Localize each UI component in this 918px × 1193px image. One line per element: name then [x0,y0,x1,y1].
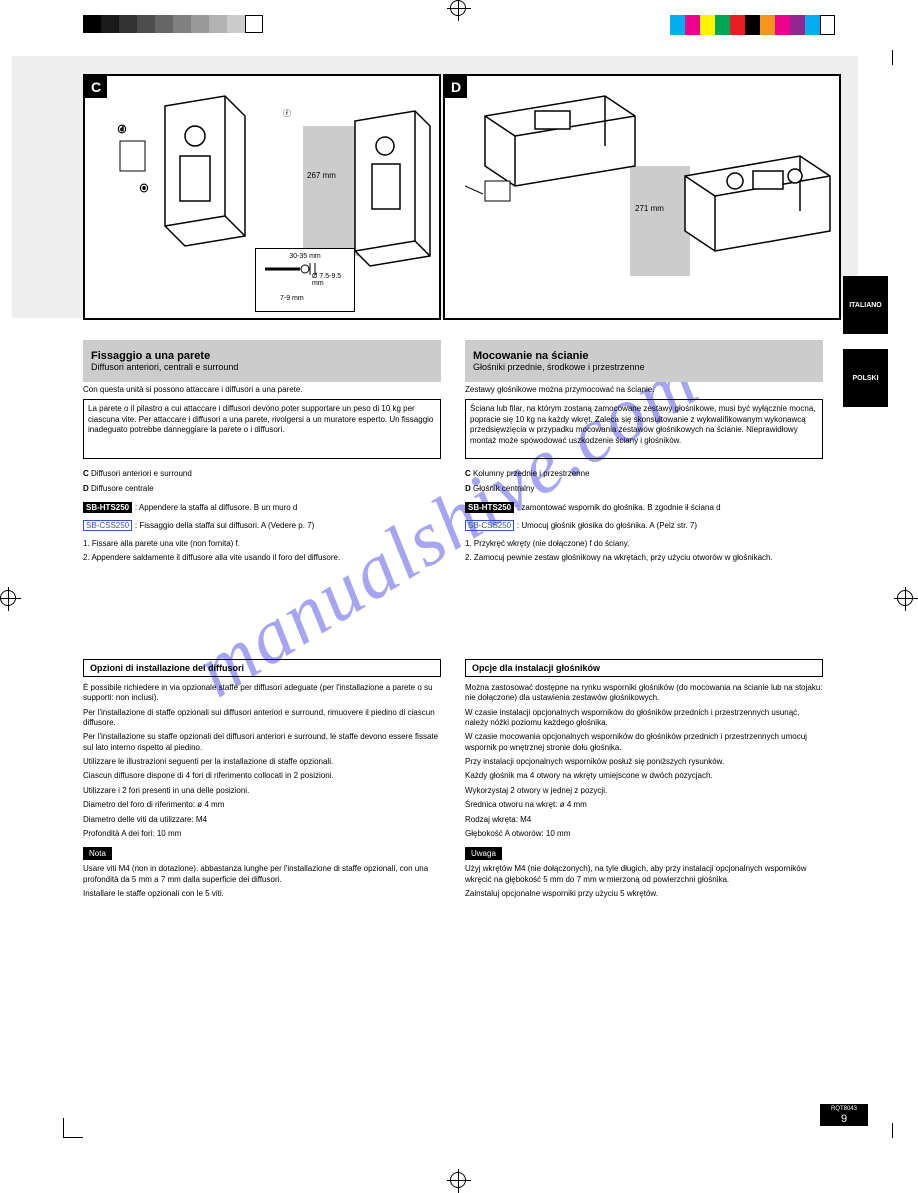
model-label-1: SB-HTS250 [83,502,132,513]
color-calibration-bar [670,15,835,35]
options-text-5: Ciascun diffusore dispone di 4 fori di r… [83,771,441,781]
diagram-d-speaker-right [675,146,840,276]
diagram-d-text-header: Głośnik centralny [473,484,534,493]
registration-mark-left [0,590,16,606]
model-label-2: SB-CSS250 [83,520,132,531]
options-box-header: Opcje dla instalacji głośników [465,659,823,677]
doc-id: RQT8043 [822,1106,866,1113]
options-text-9: Profondità A dei fori: 10 mm [83,829,441,839]
note-label: Nota [83,847,112,860]
options-text: È possibile richiedere in via opzionale … [83,683,441,704]
note-text-1: Użyj wkrętów M4 (nie dołączonych), na ty… [465,864,823,885]
dimension-c: 267 mm [307,171,336,180]
model-1-desc: : Appendere la staffa al diffusore. B un… [135,503,297,512]
options-text-3: W czasie mocowania opcjonalnych wspornik… [465,732,823,753]
model-2-desc: : Umocuj głośnik głosika do głośnika. A … [517,521,697,530]
diagram-c-speaker-right [345,106,440,276]
greyscale-calibration-bar [83,15,263,33]
intro-text: Con questa unità si possono attaccare i … [83,385,441,395]
section-header-polish: Mocowanie na ścianie Głośniki przednie, … [465,340,823,382]
diagram-c: C ⓓ ⓔ [83,74,441,320]
note-text-2: Installare le staffe opzionali con le 5 … [83,889,441,899]
options-text-2: Per l'installazione di staffe opzionali … [83,708,441,729]
diagram-c-text-header: Diffusori anteriori e surround [91,469,192,478]
screw-head-label: 7-9 mm [280,295,304,302]
options-text-8: Diametro delle viti da utilizzare: M4 [83,815,441,825]
options-text-4: Utilizzare le illustrazioni seguenti per… [83,757,441,767]
model-label-2: SB-CSS250 [465,520,514,531]
note-text-2: Zainstaluj opcjonalne wsporniki przy uży… [465,889,823,899]
section-title: Mocowanie na ścianie [473,350,815,362]
page-number-box: RQT8043 9 [820,1104,868,1126]
model-label-1: SB-HTS250 [465,502,514,513]
screw-length-label: 30-35 mm [260,253,350,260]
diagram-c-speaker-left: ⓓ ⓔ [115,86,295,266]
options-text-4: Przy instalacji opcjonalnych wsporników … [465,757,823,767]
step-1: 1. Fissare alla parete una vite (non for… [83,539,441,549]
registration-mark-top [450,0,466,16]
screw-diameter-label: Ø 7.5-9.5 mm [312,273,354,287]
diagram-d-speaker-left [465,86,645,216]
model-1-desc: : zamontować wspornik do głośnika. B zgo… [517,503,721,512]
section-subtitle: Diffusori anteriori, centrali e surround [91,362,433,372]
diagram-c-text-header: Kolumny przednie i przestrzenne [473,469,590,478]
options-text-7: Średnica otworu na wkręt: ø 4 mm [465,800,823,810]
intro-text: Zestawy głośnikowe można przymocować na … [465,385,823,395]
section-subtitle: Głośniki przednie, środkowe i przestrzen… [473,362,815,372]
options-text-3: Per l'installazione su staffe opzionali … [83,732,441,753]
options-text-6: Wykorzystaj 2 otwory w jednej z pozycji. [465,786,823,796]
options-text-8: Rodzaj wkręta: M4 [465,815,823,825]
dimension-d: 271 mm [635,204,664,213]
warning-box: La parete o il pilastro a cui attaccare … [83,399,441,459]
svg-text:ⓓ: ⓓ [118,125,126,134]
diagram-d: D [443,74,841,320]
options-box-header: Opzioni di installazione dei diffusori [83,659,441,677]
options-text-2: W czasie instalacji opcjonalnych wsporni… [465,708,823,729]
step-1: 1. Przykręć wkręty (nie dołączone) f do … [465,539,823,549]
note-label: Uwaga [465,847,502,860]
page-number: 9 [822,1113,866,1125]
crop-mark-corner [878,50,893,65]
crop-mark-corner [878,1123,893,1138]
note-text-1: Usare viti M4 (non in dotazione). abbast… [83,864,441,885]
language-tab-polish: POLSKI [843,349,888,407]
section-header-italian: Fissaggio a una parete Diffusori anterio… [83,340,441,382]
svg-text:ⓔ: ⓔ [140,184,148,193]
warning-box: Ściana lub filar, na którym zostaną zamo… [465,399,823,459]
crop-mark-corner [63,1118,83,1138]
column-polish: Mocowanie na ścianie Głośniki przednie, … [465,340,823,904]
column-italian: Fissaggio a una parete Diffusori anterio… [83,340,441,904]
registration-mark-bottom [450,1172,466,1188]
section-title: Fissaggio a una parete [91,350,433,362]
options-text-7: Diametro del foro di riferimento: ø 4 mm [83,800,441,810]
diagram-d-text-header: Diffusore centrale [91,484,154,493]
diagram-c-label: C [85,76,107,98]
registration-mark-right [897,590,913,606]
label-f-marker: ⓕ [283,108,291,119]
options-text-9: Głębokość A otworów: 10 mm [465,829,823,839]
step-2: 2. Zamocuj pewnie zestaw głośnikowy na w… [465,553,823,563]
model-2-desc: : Fissaggio della staffa sui diffusori. … [135,521,314,530]
diagram-d-label: D [445,76,467,98]
step-2: 2. Appendere saldamente il diffusore all… [83,553,441,563]
screw-spec-box: 30-35 mm Ø 7.5-9.5 mm 7-9 mm [255,248,355,312]
options-text-5: Każdy głośnik ma 4 otwory na wkręty umie… [465,771,823,781]
options-text: Można zastosować dostępne na rynku wspor… [465,683,823,704]
language-tab-italian: ITALIANO [843,276,888,334]
options-text-6: Utilizzare i 2 fori presenti in una dell… [83,786,441,796]
